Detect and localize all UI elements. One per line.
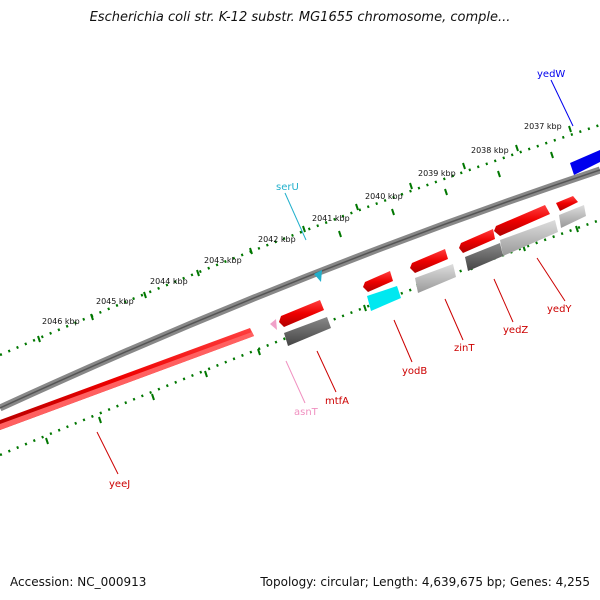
- feature-cyan-rna[interactable]: [367, 286, 401, 311]
- backbone-highlight: [0, 169, 600, 409]
- genome-summary: Topology: circular; Length: 4,639,675 bp…: [260, 575, 590, 589]
- feature-mtfA[interactable]: [279, 300, 324, 327]
- ruler-labels: 2037 kbp 2038 kbp 2039 kbp 2040 kbp 2041…: [42, 122, 562, 326]
- gene-label-serU: serU: [276, 182, 299, 193]
- feature-zinT[interactable]: [459, 229, 495, 253]
- backbone: [0, 166, 600, 412]
- kbp-label: 2040 kbp: [365, 192, 403, 201]
- gene-label-zinT: zinT: [454, 343, 475, 354]
- feature-yodB-shadow: [415, 264, 456, 293]
- gene-labels: yedW serU yedY yedZ zinT yodB mtfA asnT …: [109, 69, 572, 490]
- leader-lines: [96, 79, 574, 475]
- feature-serU[interactable]: [314, 270, 322, 282]
- feature-yedY[interactable]: [556, 196, 578, 211]
- gene-label-asnT: asnT: [294, 407, 319, 418]
- feature-yedZ[interactable]: [494, 205, 550, 236]
- feature-red-small[interactable]: [363, 271, 393, 292]
- ruler-major-ticks: [37, 125, 572, 343]
- feature-yedY-shadow: [559, 205, 586, 228]
- kbp-label: 2042 kbp: [258, 235, 296, 244]
- kbp-label: 2043 kbp: [204, 256, 242, 265]
- map-title: Escherichia coli str. K-12 substr. MG165…: [89, 10, 511, 25]
- kbp-label: 2041 kbp: [312, 214, 350, 223]
- kbp-label: 2046 kbp: [42, 317, 80, 326]
- gene-label-yeeJ: yeeJ: [109, 479, 130, 490]
- gene-label-yedY: yedY: [547, 304, 572, 315]
- gene-label-yedW: yedW: [537, 69, 565, 80]
- accession-label: Accession: NC_000913: [10, 575, 147, 589]
- gene-label-yodB: yodB: [402, 366, 427, 377]
- feature-yodB[interactable]: [410, 249, 448, 273]
- feature-mtfA-shadow: [284, 317, 331, 346]
- feature-yeeJ-stripe: [0, 332, 254, 430]
- ruler-track-upper: [0, 123, 600, 357]
- kbp-label: 2045 kbp: [96, 297, 134, 306]
- kbp-label: 2044 kbp: [150, 277, 188, 286]
- feature-asnT[interactable]: [270, 319, 277, 330]
- feature-zinT-shadow: [465, 243, 503, 271]
- kbp-label: 2039 kbp: [418, 169, 456, 178]
- feature-yedZ-shadow: [500, 220, 558, 256]
- feature-yedW[interactable]: [570, 150, 600, 175]
- kbp-label: 2037 kbp: [524, 122, 562, 131]
- gene-label-yedZ: yedZ: [503, 325, 528, 336]
- kbp-label: 2038 kbp: [471, 146, 509, 155]
- gene-label-mtfA: mtfA: [325, 396, 349, 407]
